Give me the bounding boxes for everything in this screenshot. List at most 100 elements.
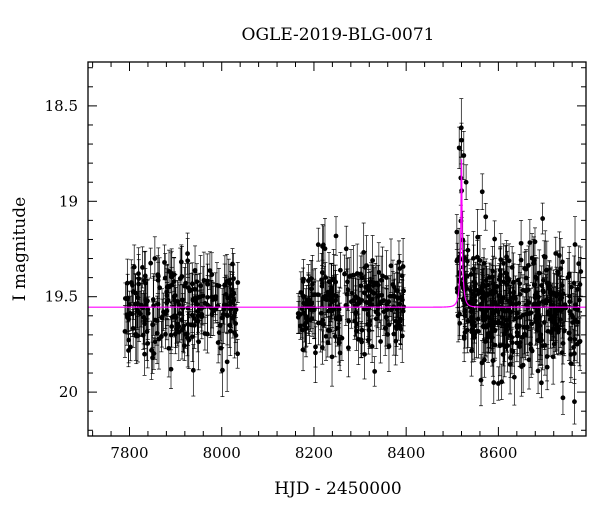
data-point [501,305,507,362]
data-point [178,244,184,280]
data-point [127,295,133,332]
point-marker [173,315,179,320]
point-marker [526,357,532,363]
data-point [526,245,531,286]
point-marker [498,271,503,277]
x-tick-label: 8000 [203,444,241,462]
point-marker [163,331,168,337]
point-marker [382,325,388,331]
data-point [122,305,128,358]
data-point [501,259,507,305]
point-marker [300,293,306,299]
point-marker [345,287,351,293]
point-marker [483,214,489,220]
data-point [363,263,369,311]
point-marker [356,296,361,302]
point-marker [370,283,376,288]
point-marker [185,251,190,257]
point-marker [197,294,203,300]
point-marker [396,259,402,265]
data-point [400,290,406,332]
point-marker [554,325,559,331]
point-marker [399,333,405,339]
data-point [571,255,577,311]
point-marker [483,339,488,344]
point-marker [336,336,342,342]
point-marker [309,316,315,322]
point-marker [313,350,318,356]
point-marker [496,293,502,299]
point-marker [163,311,168,317]
point-marker [534,290,540,296]
point-marker [182,283,188,289]
point-marker [370,258,376,263]
point-marker [323,333,329,339]
point-marker [326,328,331,333]
point-marker [497,267,503,273]
point-marker [571,280,577,286]
point-marker [192,322,197,328]
point-marker [531,257,537,263]
point-marker [500,352,506,357]
point-marker [482,291,488,297]
data-point [182,320,188,349]
point-marker [164,289,170,295]
point-marker [471,266,477,272]
data-point [148,247,154,279]
data-point [560,380,566,415]
data-point [463,164,469,200]
point-marker [479,360,485,366]
point-marker [130,325,136,331]
data-point [553,236,559,271]
data-point [346,291,352,352]
data-point [173,287,179,348]
point-marker [337,350,343,356]
point-marker [202,300,208,306]
data-point [562,279,568,330]
data-point [524,300,530,353]
data-point [190,344,196,397]
data-point [133,274,139,312]
point-marker [319,345,325,350]
point-marker [388,263,394,269]
point-marker [187,288,192,294]
data-point [315,227,321,262]
point-marker [571,351,577,356]
point-marker [499,315,505,320]
point-marker [375,282,381,288]
point-marker [337,267,343,273]
data-point [182,267,188,306]
point-marker [168,332,174,338]
data-point [215,321,221,364]
data-point [207,251,213,290]
data-point [369,329,375,363]
point-marker [464,258,470,264]
point-marker [171,272,177,277]
data-point [531,263,537,307]
point-marker [475,234,481,240]
point-marker [131,264,137,270]
data-point [483,203,489,231]
point-marker [345,345,351,351]
data-point [541,294,547,350]
data-point [498,246,503,303]
point-marker [210,308,216,314]
point-marker [196,339,202,345]
y-tick-label: 20 [59,383,78,401]
point-marker [507,362,513,367]
data-point [180,305,186,352]
point-marker [157,285,163,291]
data-point [514,295,520,332]
data-point [328,278,334,322]
point-marker [555,271,561,277]
point-marker [222,302,227,308]
data-point [471,264,477,300]
data-point [398,293,403,345]
data-point [144,302,150,361]
point-marker [502,308,508,314]
data-point [329,327,335,387]
data-point [205,314,210,354]
point-marker [209,272,215,277]
data-point [382,300,388,356]
data-point [337,252,343,289]
